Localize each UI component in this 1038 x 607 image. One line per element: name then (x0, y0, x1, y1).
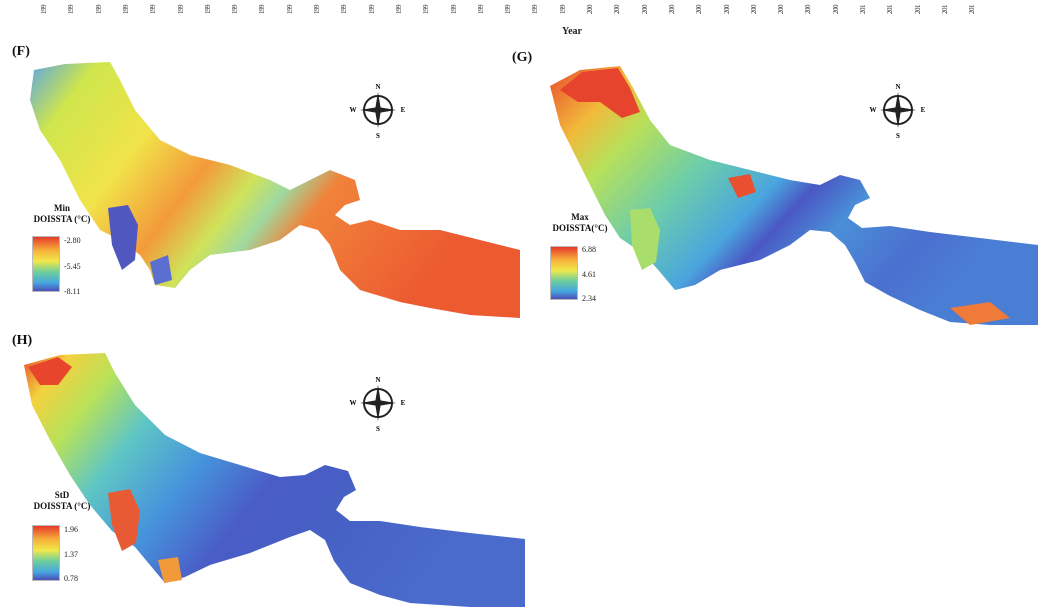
compass-n: N (375, 83, 380, 91)
compass-rose-icon: N S E W (348, 373, 408, 433)
year-tick: 199 (121, 5, 130, 14)
year-axis-strip: 199 199 199 199 199 199 199 199 199 199 199 199 199 1… (0, 0, 1038, 40)
year-tick: 199 (422, 5, 431, 14)
panel-f-letter: (F) (12, 44, 30, 59)
panel-h-legend-title-line2: DOISSTA (°C) (33, 501, 91, 511)
year-tick: 199 (504, 5, 513, 14)
compass-rose-icon: N S E W (868, 80, 928, 140)
panel-g-legend-max: 6.88 (582, 245, 596, 254)
year-tick: 200 (831, 5, 840, 14)
panel-g-letter: (G) (512, 50, 533, 65)
compass-w: W (350, 399, 357, 407)
panel-f-gulf-shape (30, 62, 520, 318)
year-tick: 200 (667, 5, 676, 14)
year-tick: 201 (940, 5, 949, 14)
compass-e: E (401, 399, 406, 407)
year-tick: 201 (859, 5, 867, 14)
panel-h-legend-title: StD DOISSTA (°C) (22, 490, 102, 512)
year-axis-label: Year (562, 26, 582, 37)
year-tick: 201 (886, 5, 895, 14)
year-tick: 199 (94, 5, 103, 14)
year-tick: 199 (340, 5, 349, 14)
year-tick: 199 (258, 5, 267, 14)
year-tick: 200 (640, 5, 649, 14)
year-tick: 199 (203, 5, 212, 14)
panel-g-legend-title-line1: Max (571, 212, 589, 222)
compass-e: E (401, 106, 406, 114)
year-tick: 199 (476, 5, 485, 14)
year-tick: 199 (367, 5, 376, 14)
compass-n: N (375, 376, 380, 384)
panel-h-legend-mid: 1.37 (64, 550, 78, 559)
panel-g-qatar-shape (630, 208, 660, 270)
compass-e: E (921, 106, 926, 114)
compass-w: W (870, 106, 877, 114)
year-tick: 199 (394, 5, 403, 14)
year-tick: 199 (313, 5, 321, 14)
year-tick: 201 (968, 5, 977, 14)
panel-f-map (30, 62, 520, 318)
compass-s: S (376, 425, 380, 433)
panel-h-gulf-shape (24, 353, 525, 607)
panel-f-legend-min: -8.11 (64, 287, 81, 296)
year-tick: 199 (67, 5, 76, 14)
panel-g-center-red (728, 174, 756, 198)
panel-f-legend-mid: -5.45 (64, 262, 81, 271)
year-tick: 201 (913, 5, 922, 14)
panel-h-letter: (H) (12, 333, 33, 348)
year-tick: 199 (176, 5, 185, 14)
panel-h-legend-min: 0.78 (64, 574, 78, 583)
panel-g-legend-min: 2.34 (582, 294, 596, 303)
panel-h-map (24, 353, 525, 607)
panel-f-legend-bar (32, 236, 60, 292)
year-tick: 199 (449, 5, 458, 14)
year-tick: 199 (558, 5, 567, 14)
panel-g-map (550, 66, 1038, 325)
panel-g-legend-title: Max DOISSTA(°C) (540, 212, 620, 234)
panel-h: (H) StD DOISSTA (°C) 1.96 1.37 0.78 N S … (0, 325, 530, 607)
panel-g-north-red (560, 68, 640, 118)
year-tick: 200 (722, 5, 731, 14)
panel-g-legend-title-line2: DOISSTA(°C) (552, 223, 608, 233)
panel-h-legend-bar (32, 525, 60, 581)
year-tick: 200 (586, 5, 594, 14)
panel-g: (G) Max DOISSTA(°C) 6.88 4.61 2.34 N S E… (510, 40, 1038, 330)
panel-h-legend-title-line1: StD (54, 490, 70, 500)
year-tick: 199 (231, 5, 240, 14)
year-tick: 199 (285, 5, 294, 14)
year-tick: 200 (804, 5, 813, 14)
panel-h-legend-max: 1.96 (64, 525, 78, 534)
compass-s: S (896, 132, 900, 140)
panel-h-south-orange (158, 557, 182, 583)
panel-f-south-blue (150, 255, 172, 285)
compass-w: W (350, 106, 357, 114)
year-tick: 200 (749, 5, 758, 14)
panel-g-legend-bar (550, 246, 578, 300)
year-tick: 200 (777, 5, 786, 14)
panel-g-south-red (950, 302, 1010, 325)
panel-g-gulf-shape (550, 66, 1038, 325)
compass-s: S (376, 132, 380, 140)
year-tick: 200 (613, 5, 622, 14)
panel-f-legend-title: Min DOISSTA (°C) (22, 203, 102, 225)
compass-n: N (895, 83, 900, 91)
panel-f-legend-max: -2.80 (64, 236, 81, 245)
year-tick: 200 (695, 5, 704, 14)
year-tick: 199 (40, 5, 48, 14)
year-tick: 199 (149, 5, 158, 14)
panel-f-legend-title-line1: Min (53, 203, 70, 213)
panel-g-legend-mid: 4.61 (582, 270, 596, 279)
panel-f-qatar-shape (108, 205, 138, 270)
compass-rose-icon: N S E W (348, 80, 408, 140)
year-tick: 199 (531, 5, 540, 14)
panel-h-north-red (28, 357, 72, 385)
panel-f-legend-title-line2: DOISSTA (°C) (33, 214, 91, 224)
panel-h-qatar-shape (108, 489, 140, 551)
panel-f: (F) Min DOISSTA (°C) -2.80 -5.45 -8.11 N… (0, 40, 520, 330)
